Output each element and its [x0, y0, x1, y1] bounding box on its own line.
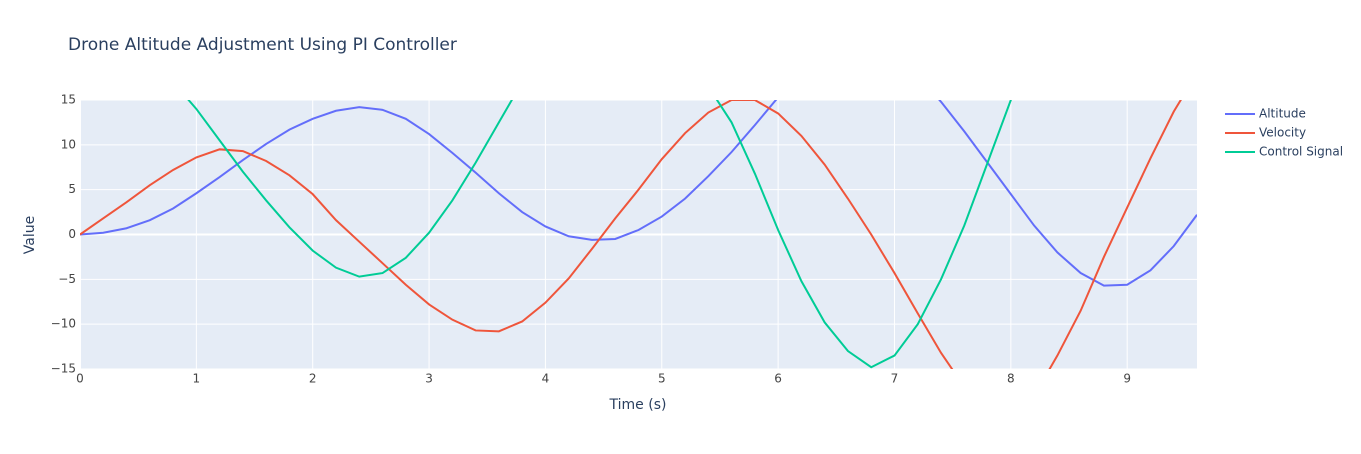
x-tick-label: 3	[425, 372, 433, 386]
line	[80, 100, 1197, 287]
y-tick-label: 10	[61, 137, 76, 151]
y-tick-label: 5	[68, 182, 76, 196]
line	[187, 100, 1012, 369]
x-tick-label: 7	[891, 372, 899, 386]
x-axis-title: Time (s)	[609, 397, 667, 413]
x-tick-label: 2	[309, 372, 317, 386]
chart-title: Drone Altitude Adjustment Using PI Contr…	[68, 35, 457, 55]
y-tick-label: 0	[68, 227, 76, 241]
y-axis-title: Value	[22, 216, 38, 254]
y-tick-label: −15	[51, 362, 76, 376]
legend-label: Control Signal	[1259, 145, 1343, 159]
x-tick-label: 8	[1007, 372, 1015, 386]
y-tick-label: 15	[61, 93, 76, 107]
line	[80, 100, 1182, 369]
legend-label: Velocity	[1259, 126, 1306, 140]
y-tick-label: −5	[58, 272, 76, 286]
x-tick-label: 4	[542, 372, 550, 386]
y-tick-label: −10	[51, 317, 76, 331]
x-tick-label: 1	[193, 372, 201, 386]
x-tick-label: 5	[658, 372, 666, 386]
x-tick-label: 0	[76, 372, 84, 386]
x-tick-label: 9	[1123, 372, 1131, 386]
x-tick-label: 6	[774, 372, 782, 386]
legend-label: Altitude	[1259, 107, 1306, 121]
